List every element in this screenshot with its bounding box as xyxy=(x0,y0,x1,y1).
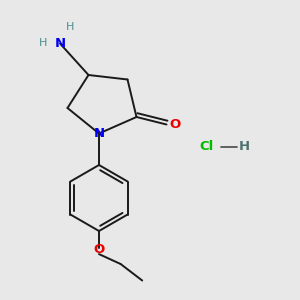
Text: N: N xyxy=(93,127,105,140)
Text: N: N xyxy=(54,37,66,50)
Text: H: H xyxy=(66,22,75,32)
Text: H: H xyxy=(239,140,250,154)
Text: O: O xyxy=(169,118,181,131)
Text: O: O xyxy=(93,243,105,256)
Text: H: H xyxy=(39,38,48,49)
Text: Cl: Cl xyxy=(200,140,214,154)
